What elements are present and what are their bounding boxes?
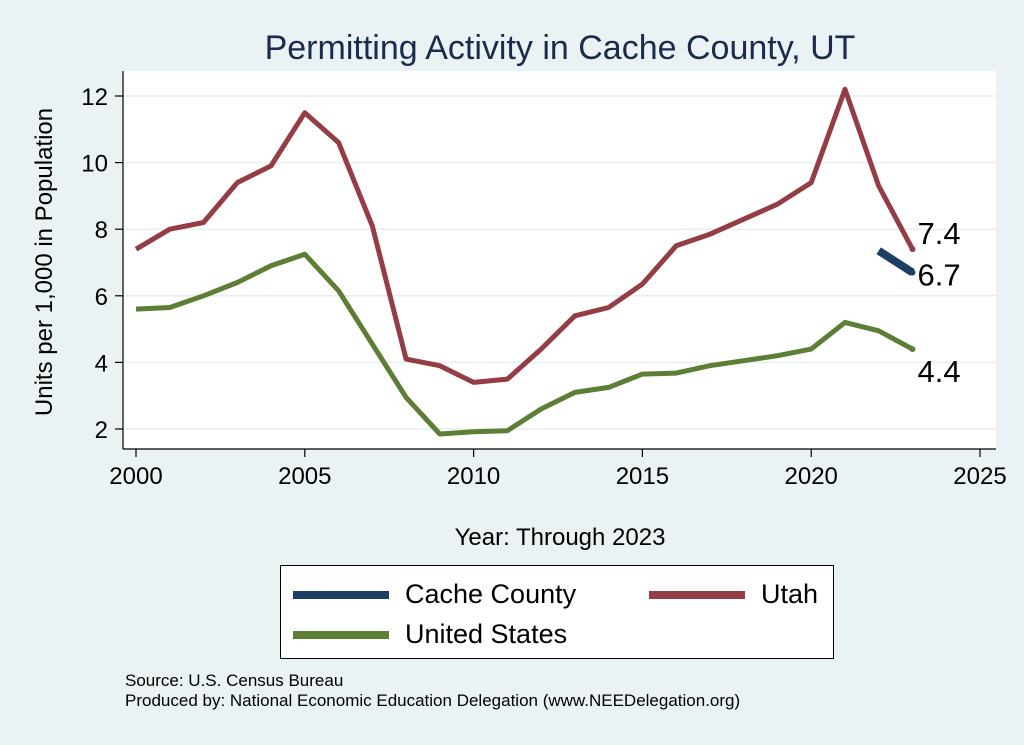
- legend-label-united-states: United States: [405, 619, 568, 649]
- x-tick-label-2005: 2005: [278, 463, 331, 490]
- x-axis-label: Year: Through 2023: [455, 524, 666, 551]
- x-tick-label-2020: 2020: [785, 463, 838, 490]
- chart-title: Permitting Activity in Cache County, UT: [265, 29, 856, 67]
- series-line-united-states: [135, 251, 914, 437]
- y-tick-label-2: 2: [95, 417, 108, 444]
- series-lines: [134, 86, 916, 437]
- x-tick-label-2010: 2010: [447, 463, 500, 490]
- legend-item-cache-county: Cache County: [293, 579, 576, 610]
- legend-label-utah: Utah: [761, 579, 819, 609]
- legend-swatch-cache-county: [293, 590, 389, 599]
- legend-label-cache-county: Cache County: [405, 579, 577, 609]
- plot-area: [123, 71, 996, 449]
- x-tick-label-2000: 2000: [109, 463, 162, 490]
- y-tick-label-4: 4: [95, 350, 108, 377]
- end-label-united-states: 4.4: [917, 354, 960, 389]
- end-point-united-states: [909, 346, 916, 353]
- x-tick-label-2025: 2025: [953, 463, 1006, 490]
- source-line: Source: U.S. Census Bureau: [125, 671, 344, 690]
- series-line-utah: [134, 86, 915, 385]
- produced-by-line: Produced by: National Economic Education…: [125, 691, 741, 710]
- legend: Cache County Utah United States: [280, 565, 834, 659]
- end-labels: 4.4 7.4 6.7: [917, 216, 960, 389]
- y-tick-label-10: 10: [81, 151, 108, 178]
- legend-swatch-utah: [649, 590, 745, 599]
- end-point-cache-county: [909, 269, 916, 276]
- x-tick-label-2015: 2015: [616, 463, 669, 490]
- y-tick-label-8: 8: [95, 217, 108, 244]
- legend-swatch-united-states: [293, 630, 389, 639]
- y-axis-label: Units per 1,000 in Population: [31, 108, 58, 416]
- axes: 2 4 6 8 10 12 2000 2005 2010 2015 2020 2025: [81, 71, 1007, 490]
- end-label-cache-county: 6.7: [917, 257, 960, 292]
- series-line-cache-county: [876, 247, 915, 276]
- legend-item-united-states: United States: [293, 619, 567, 650]
- end-label-utah: 7.4: [917, 216, 960, 251]
- end-point-utah: [909, 246, 916, 253]
- gridlines: [123, 95, 996, 430]
- source-notes: Source: U.S. Census Bureau Produced by: …: [125, 671, 740, 711]
- y-tick-label-12: 12: [81, 84, 108, 111]
- legend-item-utah: Utah: [649, 579, 818, 610]
- y-tick-label-6: 6: [95, 284, 108, 311]
